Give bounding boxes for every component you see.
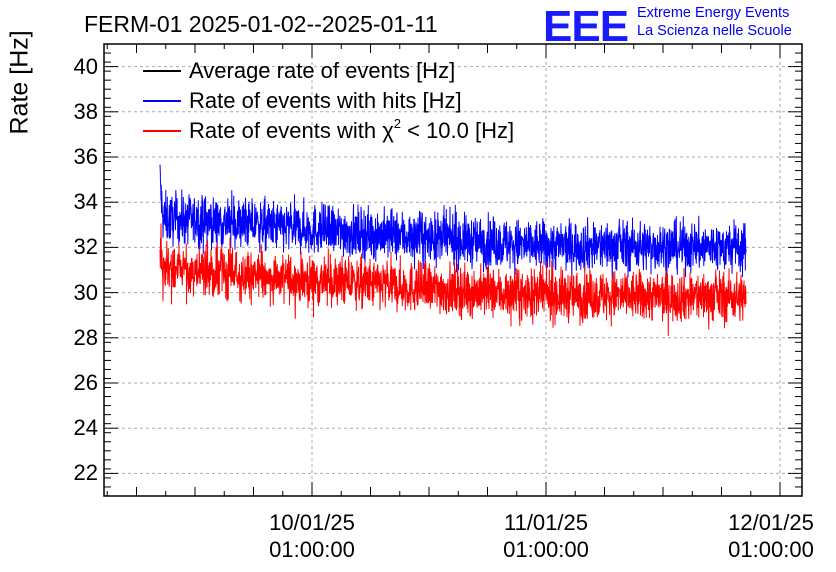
legend-entry-hits: Rate of events with hits [Hz] [143, 88, 462, 114]
y-tick-label: 36 [73, 144, 98, 169]
legend-entry-average: Average rate of events [Hz] [143, 58, 455, 84]
logo-text: Extreme Energy Events La Scienza nelle S… [637, 4, 792, 40]
y-tick-label: 26 [73, 370, 98, 395]
y-tick-label: 32 [73, 234, 98, 260]
x-tick-date: 11/01/25 [503, 510, 588, 535]
y-tick-label: 40 [73, 53, 98, 79]
logo-line-1: Extreme Energy Events [637, 5, 790, 21]
legend-swatch [143, 100, 181, 102]
series-chi2-line [159, 223, 747, 336]
y-tick-label: 28 [73, 324, 98, 350]
x-tick-date: 10/01/25 [269, 510, 355, 535]
y-tick-label: 34 [73, 189, 98, 215]
x-tick-time: 01:00:00 [269, 537, 355, 562]
legend-label: Rate of events with hits [Hz] [189, 88, 462, 113]
y-tick-label: 30 [73, 279, 98, 305]
legend-swatch [143, 70, 181, 72]
legend-label: Average rate of events [Hz] [189, 58, 456, 83]
x-tick-label: 11/01/25 01:00:00 [481, 509, 611, 563]
y-axis-label: Rate [Hz] [5, 30, 34, 135]
series-hits-line [159, 164, 747, 286]
logo-line-2: La Scienza nelle Scuole [637, 23, 792, 39]
y-tick-label: 24 [73, 415, 98, 441]
legend-label: Rate of events with χ2 < 10.0 [Hz] [189, 116, 515, 143]
legend-swatch [143, 130, 181, 132]
eee-logo: EEE [543, 2, 629, 51]
x-tick-time: 01:00:00 [728, 537, 814, 562]
y-tick-label: 38 [73, 98, 98, 124]
x-tick-time: 01:00:00 [503, 537, 589, 562]
chart-title: FERM-01 2025-01-02--2025-01-11 [84, 11, 438, 37]
x-tick-label: 10/01/25 01:00:00 [247, 509, 377, 563]
y-tick-label: 22 [73, 460, 98, 486]
x-tick-date: 12/01/25 [728, 510, 814, 535]
legend-entry-chi2: Rate of events with χ2 < 10.0 [Hz] [143, 116, 515, 144]
x-tick-label: 12/01/25 01:00:00 [706, 509, 836, 563]
